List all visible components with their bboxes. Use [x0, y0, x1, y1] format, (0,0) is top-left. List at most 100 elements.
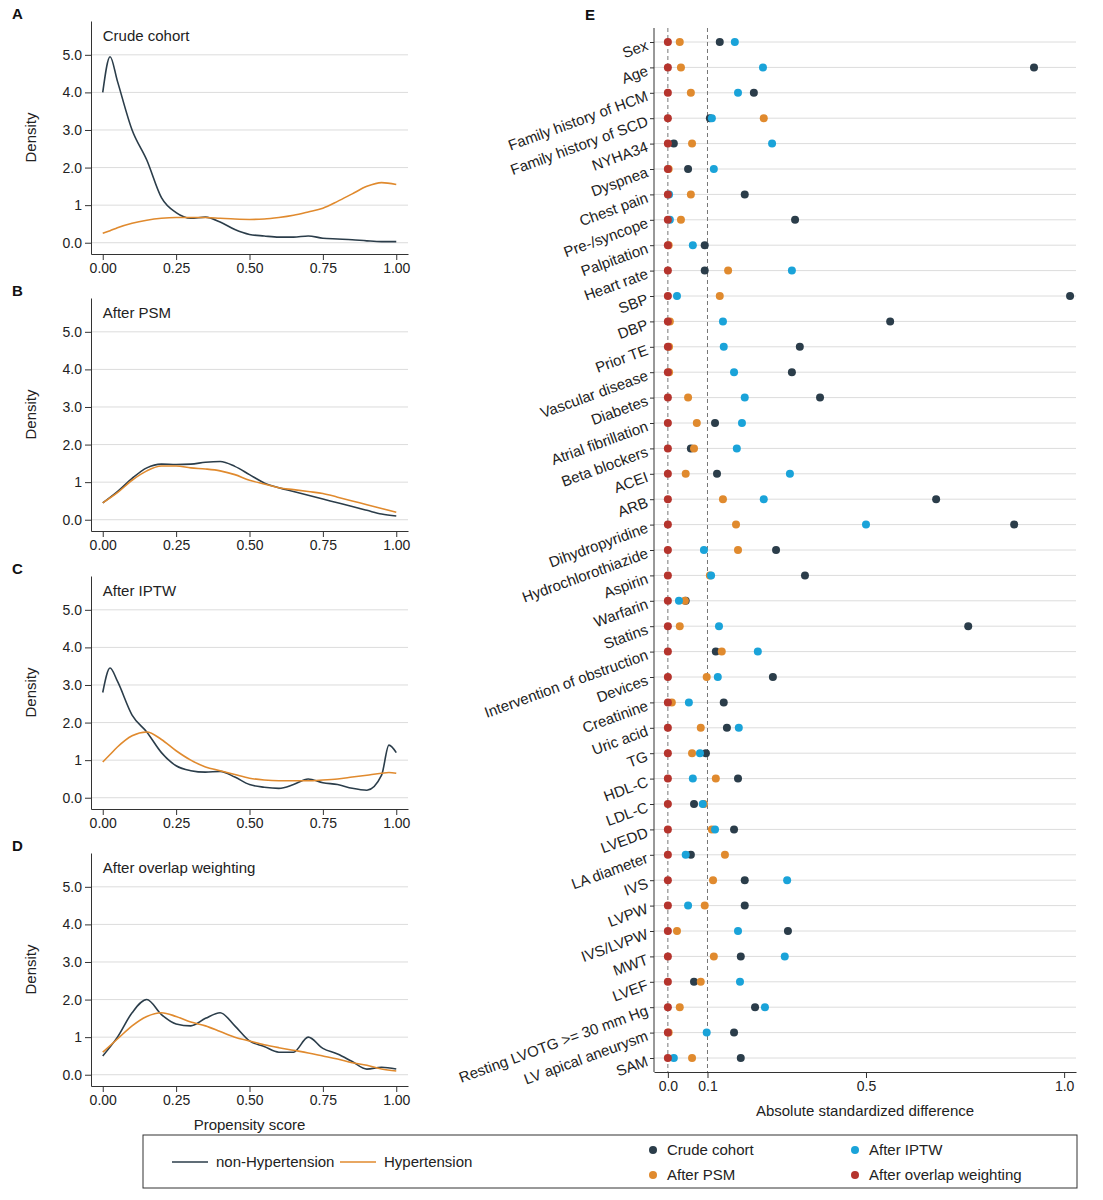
- dot: [719, 495, 727, 503]
- dot: [788, 368, 796, 376]
- panel-label: A: [12, 5, 23, 22]
- grid: [654, 42, 1076, 1058]
- plot-area: [664, 38, 1074, 1062]
- tick: 0.50: [236, 1086, 263, 1108]
- tick-mark: [85, 723, 91, 724]
- tick-label: 0.0: [659, 1078, 679, 1094]
- axis-line: [655, 1072, 1077, 1073]
- dot: [719, 317, 727, 325]
- tick-mark: [650, 245, 654, 246]
- y-axis: 0.012.03.04.05.0: [63, 577, 92, 810]
- panel-title: After PSM: [103, 304, 171, 321]
- grid-line: [91, 92, 408, 93]
- grid-line: [654, 67, 1076, 68]
- tick-mark: [85, 685, 91, 686]
- tick: 0.25: [163, 809, 190, 831]
- legend-box: [143, 1135, 1077, 1188]
- tick-mark: [650, 194, 654, 195]
- dot: [682, 470, 690, 478]
- grid-line: [654, 219, 1076, 220]
- dot: [699, 800, 707, 808]
- legend-entry: non-Hypertension: [172, 1153, 334, 1170]
- grid-line: [91, 647, 408, 648]
- panel-title: After overlap weighting: [103, 859, 256, 876]
- dot: [676, 38, 684, 46]
- dot: [664, 800, 672, 808]
- tick-mark: [85, 369, 91, 370]
- dot: [720, 343, 728, 351]
- dot: [759, 63, 767, 71]
- tick: 2.0: [63, 437, 91, 453]
- tick-label: 0.5: [857, 1078, 877, 1094]
- tick-mark: [650, 499, 654, 500]
- plot-area: [103, 668, 397, 790]
- legend-swatch: [851, 1146, 859, 1154]
- dot: [664, 648, 672, 656]
- dot: [724, 267, 732, 275]
- category-label: Age: [619, 62, 650, 87]
- tick-mark: [650, 931, 654, 932]
- tick-mark: [650, 601, 654, 602]
- grid: [91, 55, 408, 243]
- tick-mark: [650, 1033, 654, 1034]
- dot: [741, 190, 749, 198]
- dot: [664, 38, 672, 46]
- grid-line: [654, 1007, 1076, 1008]
- dot: [716, 292, 724, 300]
- dot: [709, 876, 717, 884]
- tick-label: 4.0: [63, 639, 83, 655]
- dot: [750, 89, 758, 97]
- dot: [688, 749, 696, 757]
- category-label: MWT: [611, 951, 650, 979]
- grid: [91, 610, 408, 798]
- dot: [708, 114, 716, 122]
- dot: [760, 495, 768, 503]
- tick-label: 3.0: [63, 122, 83, 138]
- dot: [751, 1003, 759, 1011]
- tick: 4.0: [63, 639, 91, 655]
- dot: [687, 89, 695, 97]
- dot: [721, 851, 729, 859]
- tick-label: 3.0: [63, 399, 83, 415]
- grid-line: [654, 600, 1076, 601]
- category-label: LV apical aneurysm: [522, 1027, 651, 1088]
- tick-mark: [85, 205, 91, 206]
- tick: 0.50: [236, 809, 263, 831]
- dot: [664, 521, 672, 529]
- category-label: SAM: [614, 1052, 650, 1079]
- dot: [664, 394, 672, 402]
- y-axis: 0.012.03.04.05.0: [63, 299, 92, 532]
- plot-area: [103, 461, 397, 515]
- dot: [783, 876, 791, 884]
- tick-label: 0.0: [63, 790, 83, 806]
- dot: [664, 952, 672, 960]
- dot: [707, 571, 715, 579]
- tick: 0.00: [90, 1086, 117, 1108]
- tick-mark: [650, 626, 654, 627]
- tick: 5.0: [63, 879, 91, 895]
- tick-mark: [650, 906, 654, 907]
- grid-line: [654, 854, 1076, 855]
- dot: [1066, 292, 1074, 300]
- dot: [684, 902, 692, 910]
- tick-mark: [85, 445, 91, 446]
- dot: [664, 1003, 672, 1011]
- legend: non-HypertensionHypertensionCrude cohort…: [143, 1135, 1077, 1188]
- tick-mark: [650, 804, 654, 805]
- dot: [772, 546, 780, 554]
- panel: 0.012.03.04.05.00.000.250.500.751.00Crud…: [12, 5, 411, 276]
- dot: [741, 394, 749, 402]
- tick-mark: [650, 779, 654, 780]
- density-line: [103, 732, 397, 781]
- dot: [664, 63, 672, 71]
- tick: 0.50: [236, 254, 263, 276]
- tick-label: 5.0: [63, 47, 83, 63]
- x-axis: 0.00.10.51.0: [655, 1072, 1077, 1094]
- dot: [716, 38, 724, 46]
- y-axis-title: Density: [22, 389, 39, 440]
- tick-label: 0.0: [63, 235, 83, 251]
- tick: 3.0: [63, 122, 91, 138]
- tick: 4.0: [63, 916, 91, 932]
- tick-mark: [650, 855, 654, 856]
- dot: [703, 1029, 711, 1037]
